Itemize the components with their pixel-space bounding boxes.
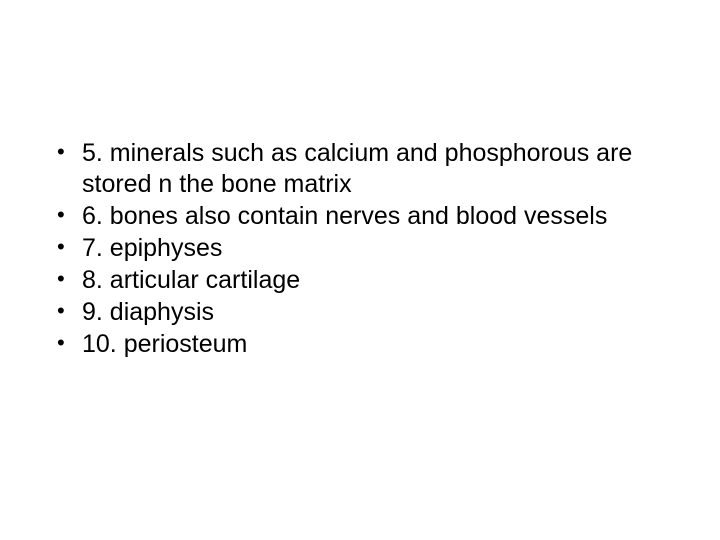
list-item: 9. diaphysis: [54, 297, 666, 328]
list-item: 7. epiphyses: [54, 233, 666, 264]
list-item: 10. periosteum: [54, 329, 666, 360]
slide-body: 5. minerals such as calcium and phosphor…: [54, 138, 666, 361]
bullet-list: 5. minerals such as calcium and phosphor…: [54, 138, 666, 360]
list-item: 5. minerals such as calcium and phosphor…: [54, 138, 666, 200]
list-item: 6. bones also contain nerves and blood v…: [54, 201, 666, 232]
list-item: 8. articular cartilage: [54, 265, 666, 296]
